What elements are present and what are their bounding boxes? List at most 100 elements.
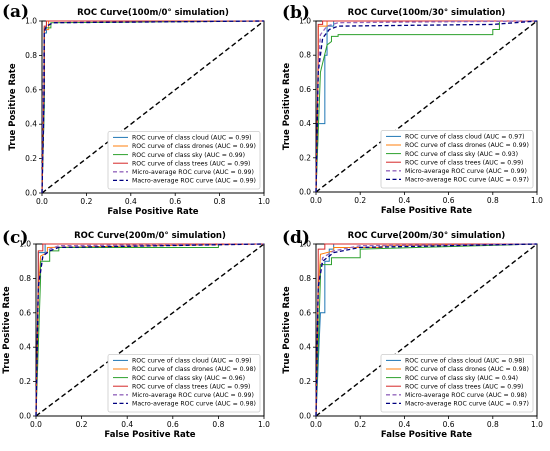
y-tick-label: 1.0 [19,240,31,249]
x-tick-label: 0.6 [169,197,181,206]
legend-entry: Macro-average ROC curve (AUC = 0.99) [132,178,256,185]
roc-panel-1: (a) ROC Curve(100m/0° simulation) 0.00.0 0.… [2,2,270,217]
legend-entry: ROC curve of class sky (AUC = 0.96) [132,375,245,382]
chart-title: ROC Curve(100m/0° simulation) [77,8,229,18]
x-tick-label: 1.0 [258,197,270,206]
series-line-3 [315,20,537,193]
x-tick-label: 0.2 [80,197,92,206]
legend-entry: Micro-average ROC curve (AUC = 0.99) [405,168,527,175]
y-tick-label: 0.8 [25,51,37,60]
y-tick-label: 0.2 [19,377,31,386]
panel-label: (a) [2,2,29,22]
roc-panel-3: (c) ROC Curve(200m/0° simulation) 0.00.0 0.… [2,228,270,440]
series-line-6 [35,243,265,417]
y-tick-label: 0.0 [299,412,311,421]
y-tick-label: 0.0 [299,188,311,197]
y-tick-label: 0.8 [299,274,311,283]
legend-entry: ROC curve of class trees (AUC = 0.99) [405,383,523,390]
panel-label: (c) [2,228,28,248]
legend-box [380,353,534,413]
series-line-4 [315,243,537,417]
x-axis-label: False Positive Rate [107,207,198,217]
x-tick-label: 0.4 [125,197,137,206]
y-tick-label: 0.4 [25,120,37,129]
chance-diagonal [41,20,265,194]
x-tick-label: 0.8 [487,420,499,429]
x-axis-label: False Positive Rate [381,206,472,216]
x-tick-label: 0.2 [354,420,366,429]
x-tick-label: 0.8 [214,197,226,206]
y-tick-label: 0.6 [299,308,311,317]
y-tick-label: 1.0 [25,17,37,26]
x-tick-label: 0.8 [487,196,499,205]
legend-box [107,130,261,190]
y-tick-label: 1.0 [299,240,311,249]
panel-label: (b) [282,3,310,23]
legend-entry: Macro-average ROC curve (AUC = 0.97) [405,177,529,184]
x-axis-label: False Positive Rate [104,430,195,440]
legend: ROC curve of class cloud (AUC = 0.99)ROC… [107,130,261,190]
legend-entry: ROC curve of class cloud (AUC = 0.99) [132,135,252,142]
x-tick-label: 0.6 [443,196,455,205]
legend-entry: ROC curve of class sky (AUC = 0.94) [405,375,518,382]
y-tick-label: 0.2 [25,154,37,163]
legend: ROC curve of class cloud (AUC = 0.98)ROC… [380,353,534,413]
series-line-6 [315,243,538,417]
chart-title: ROC Curve(200m/30° simulation) [348,231,506,241]
legend-entry: ROC curve of class trees (AUC = 0.99) [132,383,250,390]
x-tick-label: 0.8 [212,420,224,429]
y-tick-label: 0.6 [25,85,37,94]
legend-entry: Micro-average ROC curve (AUC = 0.99) [132,169,254,176]
legend-box [380,129,534,189]
legend-entry: ROC curve of class cloud (AUC = 0.97) [405,134,525,141]
y-tick-label: 0.8 [299,51,311,60]
y-tick-label: 0.6 [19,308,31,317]
x-tick-label: 0.0 [310,196,322,205]
y-tick-label: 0.4 [299,119,311,128]
x-tick-label: 0.4 [398,420,410,429]
legend: ROC curve of class cloud (AUC = 0.97) ROC… [380,129,534,189]
chart-title: ROC Curve(100m/30° simulation) [348,8,506,18]
legend-entry: ROC curve of class trees (AUC = 0.99) [405,159,523,166]
legend-entry: Micro-average ROC curve (AUC = 0.98) [405,392,527,399]
legend-entry: ROC curve of class drones (AUC = 0.99) [132,143,256,150]
legend-entry: ROC curve of class sky (AUC = 0.93) [405,151,518,158]
legend-entry: ROC curve of class drones (AUC = 0.98) [405,366,529,373]
legend-entry: ROC curve of class sky (AUC = 0.99) [132,152,245,159]
x-axis-label: False Positive Rate [381,430,472,440]
legend-entry: ROC curve of class trees (AUC = 0.99) [132,160,250,167]
series-line-1 [315,243,537,417]
y-tick-label: 0.0 [25,189,37,198]
legend-entry: Micro-average ROC curve (AUC = 0.99) [132,392,254,399]
x-tick-label: 1.0 [531,420,543,429]
legend-entry: ROC curve of class drones (AUC = 0.98) [132,366,256,373]
y-axis-label: True Positive Rate [8,63,18,150]
x-tick-label: 0.0 [36,197,48,206]
x-tick-label: 0.2 [76,420,88,429]
y-axis-label: True Positive Rate [282,63,292,150]
y-tick-label: 0.2 [299,153,311,162]
x-tick-label: 0.4 [398,196,410,205]
x-tick-label: 0.0 [310,420,322,429]
legend-entry: ROC curve of class cloud (AUC = 0.98) [405,358,525,365]
x-tick-label: 0.6 [167,420,179,429]
legend-box [107,353,261,413]
y-axis-label: True Positive Rate [282,286,292,373]
series-line-4 [35,243,264,417]
legend-entry: ROC curve of class cloud (AUC = 0.99) [132,358,252,365]
y-tick-label: 0.0 [19,412,31,421]
roc-panel-4: (d) ROC Curve(200m/30° simulation) 0.00.0 0… [282,228,543,440]
series-line-6 [315,20,538,193]
legend-entry: Macro-average ROC curve (AUC = 0.97) [405,401,529,408]
series-line-6 [41,20,265,194]
chance-diagonal [315,243,538,417]
chart-title: ROC Curve(200m/0° simulation) [74,231,226,241]
y-tick-label: 0.4 [299,343,311,352]
y-tick-label: 0.6 [299,85,311,94]
x-tick-label: 1.0 [258,420,270,429]
x-tick-label: 0.0 [30,420,42,429]
legend: ROC curve of class cloud (AUC = 0.99)ROC… [107,353,261,413]
legend-entry: Macro-average ROC curve (AUC = 0.98) [132,401,256,408]
x-tick-label: 0.2 [354,196,366,205]
